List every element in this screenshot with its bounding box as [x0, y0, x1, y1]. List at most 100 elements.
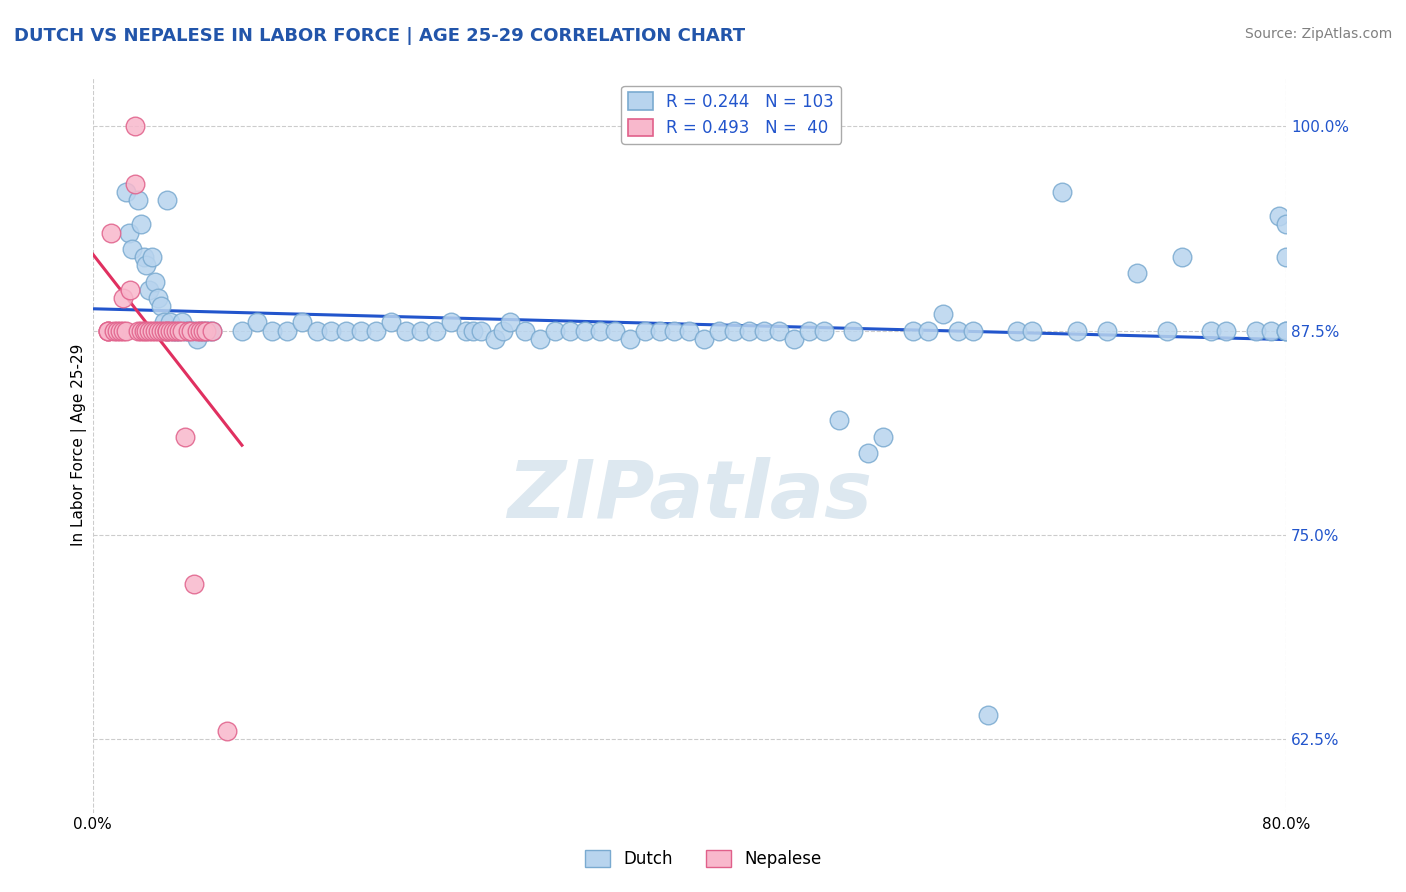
Point	[153, 324, 176, 338]
Point	[201, 324, 224, 338]
Point	[183, 324, 205, 338]
Point	[188, 324, 211, 338]
Point	[1007, 324, 1029, 338]
Point	[425, 324, 447, 338]
Point	[148, 291, 170, 305]
Text: DUTCH VS NEPALESE IN LABOR FORCE | AGE 25-29 CORRELATION CHART: DUTCH VS NEPALESE IN LABOR FORCE | AGE 2…	[14, 27, 745, 45]
Point	[111, 324, 134, 338]
Point	[132, 250, 155, 264]
Point	[148, 324, 170, 338]
Point	[150, 299, 173, 313]
Point	[1156, 324, 1178, 338]
Point	[544, 324, 567, 338]
Point	[461, 324, 484, 338]
Point	[198, 324, 221, 338]
Point	[440, 316, 463, 330]
Point	[484, 332, 506, 346]
Point	[366, 324, 388, 338]
Point	[127, 193, 149, 207]
Point	[172, 316, 194, 330]
Point	[603, 324, 626, 338]
Point	[120, 283, 142, 297]
Text: Source: ZipAtlas.com: Source: ZipAtlas.com	[1244, 27, 1392, 41]
Point	[1170, 250, 1192, 264]
Point	[114, 324, 136, 338]
Point	[188, 324, 211, 338]
Point	[827, 413, 849, 427]
Text: ZIPatlas: ZIPatlas	[508, 458, 872, 535]
Point	[962, 324, 984, 338]
Point	[768, 324, 790, 338]
Point	[693, 332, 716, 346]
Point	[1215, 324, 1237, 338]
Point	[191, 324, 214, 338]
Point	[162, 324, 184, 338]
Point	[664, 324, 686, 338]
Point	[454, 324, 477, 338]
Point	[872, 430, 894, 444]
Point	[917, 324, 939, 338]
Point	[153, 316, 176, 330]
Point	[97, 324, 120, 338]
Point	[121, 242, 143, 256]
Point	[138, 283, 160, 297]
Point	[1126, 267, 1149, 281]
Point	[159, 324, 181, 338]
Point	[135, 324, 157, 338]
Point	[186, 324, 208, 338]
Point	[529, 332, 551, 346]
Point	[813, 324, 835, 338]
Point	[169, 324, 191, 338]
Point	[1275, 324, 1298, 338]
Point	[932, 307, 955, 321]
Point	[165, 324, 187, 338]
Point	[165, 324, 187, 338]
Point	[105, 324, 128, 338]
Point	[1244, 324, 1267, 338]
Point	[108, 324, 131, 338]
Point	[291, 316, 314, 330]
Point	[1052, 185, 1074, 199]
Point	[201, 324, 224, 338]
Point	[186, 332, 208, 346]
Point	[1066, 324, 1088, 338]
Point	[305, 324, 328, 338]
Point	[1267, 209, 1289, 223]
Point	[177, 324, 200, 338]
Point	[558, 324, 581, 338]
Point	[124, 120, 146, 134]
Point	[738, 324, 761, 338]
Point	[138, 324, 160, 338]
Point	[380, 316, 402, 330]
Point	[321, 324, 343, 338]
Point	[97, 324, 120, 338]
Point	[633, 324, 655, 338]
Point	[1275, 324, 1298, 338]
Point	[752, 324, 775, 338]
Point	[619, 332, 641, 346]
Point	[946, 324, 969, 338]
Point	[145, 324, 167, 338]
Point	[499, 316, 522, 330]
Point	[141, 324, 163, 338]
Point	[117, 226, 139, 240]
Point	[195, 324, 218, 338]
Point	[183, 577, 205, 591]
Point	[709, 324, 731, 338]
Point	[901, 324, 924, 338]
Point	[1275, 250, 1298, 264]
Point	[409, 324, 432, 338]
Point	[129, 218, 152, 232]
Point	[195, 324, 218, 338]
Point	[976, 707, 998, 722]
Point	[191, 324, 214, 338]
Point	[162, 324, 184, 338]
Point	[177, 324, 200, 338]
Point	[127, 324, 149, 338]
Point	[515, 324, 537, 338]
Point	[156, 324, 179, 338]
Point	[395, 324, 418, 338]
Point	[1201, 324, 1223, 338]
Point	[159, 316, 181, 330]
Point	[174, 324, 197, 338]
